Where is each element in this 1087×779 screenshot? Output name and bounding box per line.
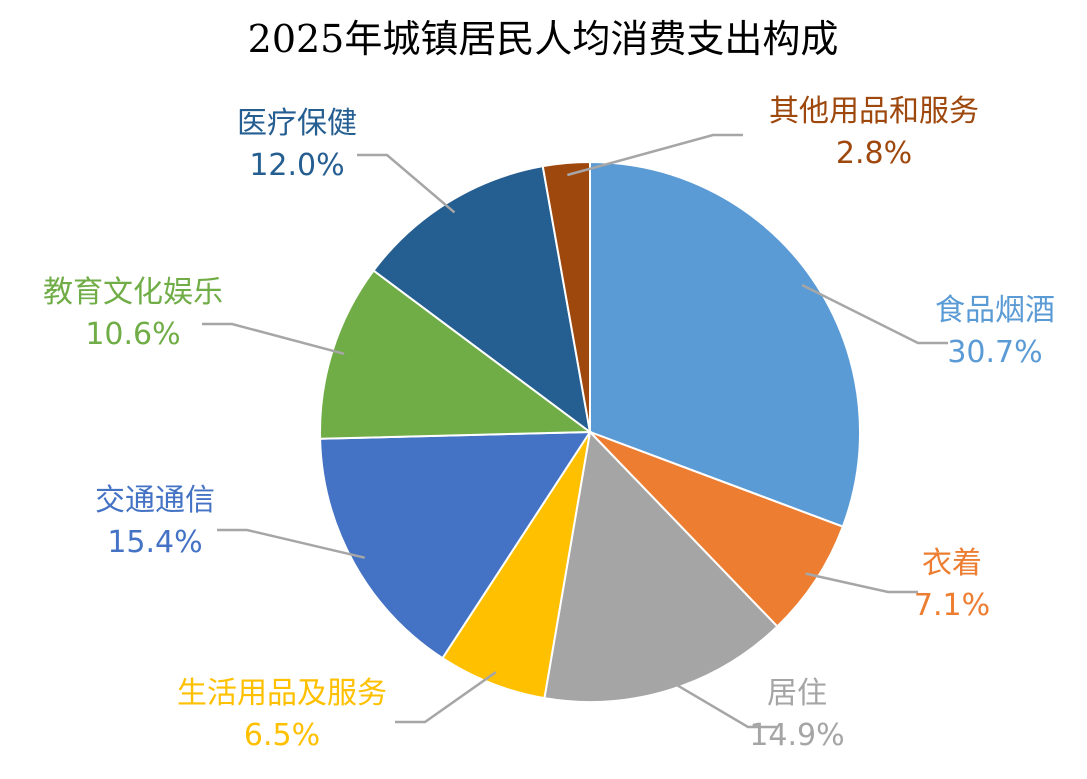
slice-percent-label: 2.8%: [836, 136, 912, 171]
slice-percent-label: 10.6%: [85, 317, 180, 352]
slice-category-label: 生活用品及服务: [177, 676, 387, 711]
pie-slice: [441, 431, 591, 700]
pie-slice: [319, 430, 592, 660]
leader-line: [357, 153, 456, 214]
slice-category-label: 医疗保健: [237, 106, 357, 141]
data-label: 交通通信 15.4%: [95, 483, 215, 560]
leader-lines: [202, 133, 948, 729]
data-label: 教育文化娱乐 10.6%: [43, 275, 223, 352]
leader-line: [217, 528, 365, 559]
leader-line: [395, 671, 497, 724]
slice-category-label: 食品烟酒: [935, 293, 1055, 328]
data-label: 生活用品及服务 6.5%: [177, 676, 387, 753]
slice-category-label: 交通通信: [95, 483, 215, 518]
data-label: 食品烟酒 30.7%: [935, 293, 1055, 370]
data-label: 居住 14.9%: [749, 676, 844, 753]
slice-percent-label: 7.1%: [914, 588, 990, 623]
pie-slice: [541, 160, 591, 433]
data-label: 医疗保健 12.0%: [237, 106, 357, 183]
data-labels: 食品烟酒 30.7% 衣着 7.1% 居住 14.9% 生活用品及服务 6.5% 交通通信 15.…: [43, 94, 1055, 753]
slice-percent-label: 15.4%: [107, 525, 202, 560]
data-label: 衣着 7.1%: [914, 546, 990, 623]
pie-slice: [372, 165, 592, 435]
slice-category-label: 教育文化娱乐: [43, 275, 223, 310]
slice-percent-label: 14.9%: [749, 718, 844, 753]
chart-title: 2025年城镇居民人均消费支出构成: [248, 17, 839, 61]
slice-percent-label: 30.7%: [947, 335, 1042, 370]
leader-line: [805, 572, 918, 594]
data-label: 其他用品和服务 2.8%: [769, 94, 979, 171]
slice-percent-label: 6.5%: [244, 718, 320, 753]
leader-line: [567, 133, 743, 177]
leader-line: [665, 677, 778, 729]
pie-slice: [589, 431, 845, 628]
leader-line: [801, 283, 948, 345]
leader-line: [202, 322, 345, 356]
slice-category-label: 衣着: [922, 546, 982, 581]
slice-percent-label: 12.0%: [249, 148, 344, 183]
pie-slice: [589, 160, 861, 528]
slice-category-label: 其他用品和服务: [769, 94, 979, 129]
pie-slices: [319, 160, 861, 703]
pie-slice: [543, 429, 779, 703]
slice-category-label: 居住: [767, 676, 827, 711]
